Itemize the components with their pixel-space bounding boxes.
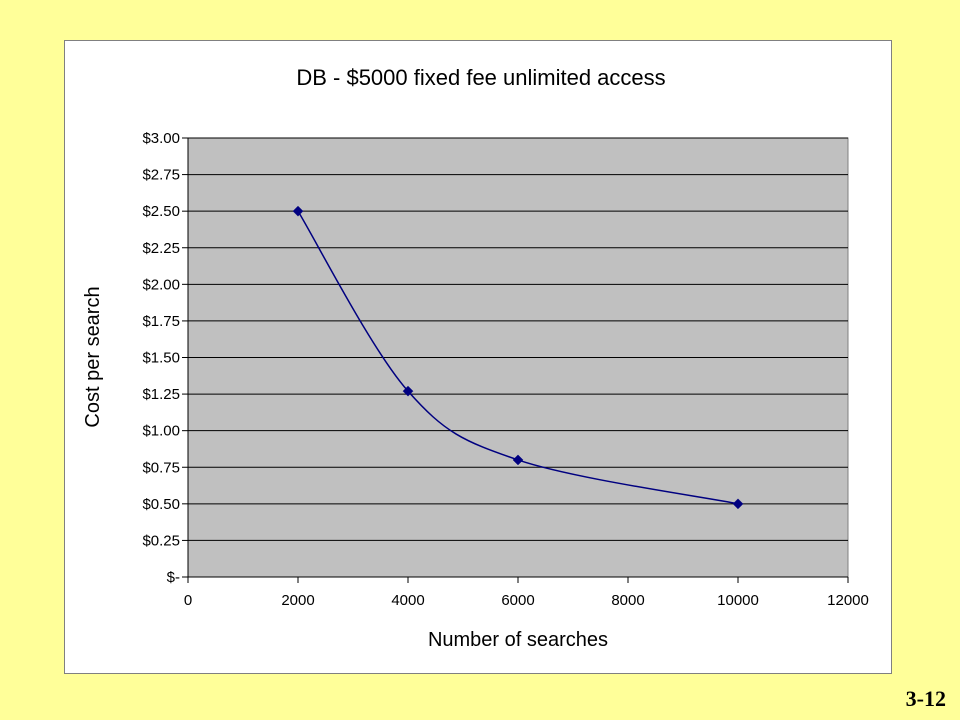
y-tick-label: $1.25 — [142, 386, 180, 403]
series-line — [297, 210, 739, 505]
x-tick-label: 4000 — [391, 592, 424, 609]
x-axis-title: Number of searches — [428, 629, 608, 651]
cost-per-search-chart: DB - $5000 fixed fee unlimited access $-… — [82, 65, 869, 651]
data-point-marker — [732, 498, 744, 510]
y-tick-label: $2.00 — [142, 276, 180, 293]
y-axis-title: Cost per search — [82, 286, 104, 427]
data-point-marker — [292, 205, 304, 217]
y-tick-label: $2.25 — [142, 240, 180, 257]
x-tick-label: 0 — [184, 592, 192, 609]
y-tick-label: $2.75 — [142, 167, 180, 184]
y-tick-label: $3.00 — [142, 130, 180, 147]
x-tick-label: 8000 — [611, 592, 644, 609]
y-tick-label: $0.75 — [142, 459, 180, 476]
x-tick-label: 6000 — [501, 592, 534, 609]
y-tick-label: $0.50 — [142, 496, 180, 513]
y-tick-label: $1.00 — [142, 423, 180, 440]
x-tick-label: 2000 — [281, 592, 314, 609]
x-axis-ticks: 0 2000 4000 6000 8000 10000 12000 — [184, 577, 869, 609]
y-tick-label: $1.50 — [142, 350, 180, 367]
data-point-marker — [512, 454, 524, 466]
y-tick-label: $0.25 — [142, 532, 180, 549]
y-tick-label: $1.75 — [142, 313, 180, 330]
chart-area: DB - $5000 fixed fee unlimited access $-… — [64, 40, 892, 674]
y-tick-label: $- — [167, 569, 180, 586]
x-tick-label: 12000 — [827, 592, 869, 609]
y-axis-ticks: $- $0.25 $0.50 $0.75 $1.00 $1.25 $1.50 $1.75 $2.… — [142, 130, 188, 586]
chart-title: DB - $5000 fixed fee unlimited access — [296, 65, 665, 90]
data-series — [292, 205, 744, 510]
y-tick-label: $2.50 — [142, 203, 180, 220]
slide-number: 3-12 — [905, 686, 946, 711]
x-tick-label: 10000 — [717, 592, 759, 609]
data-point-marker — [402, 385, 414, 397]
